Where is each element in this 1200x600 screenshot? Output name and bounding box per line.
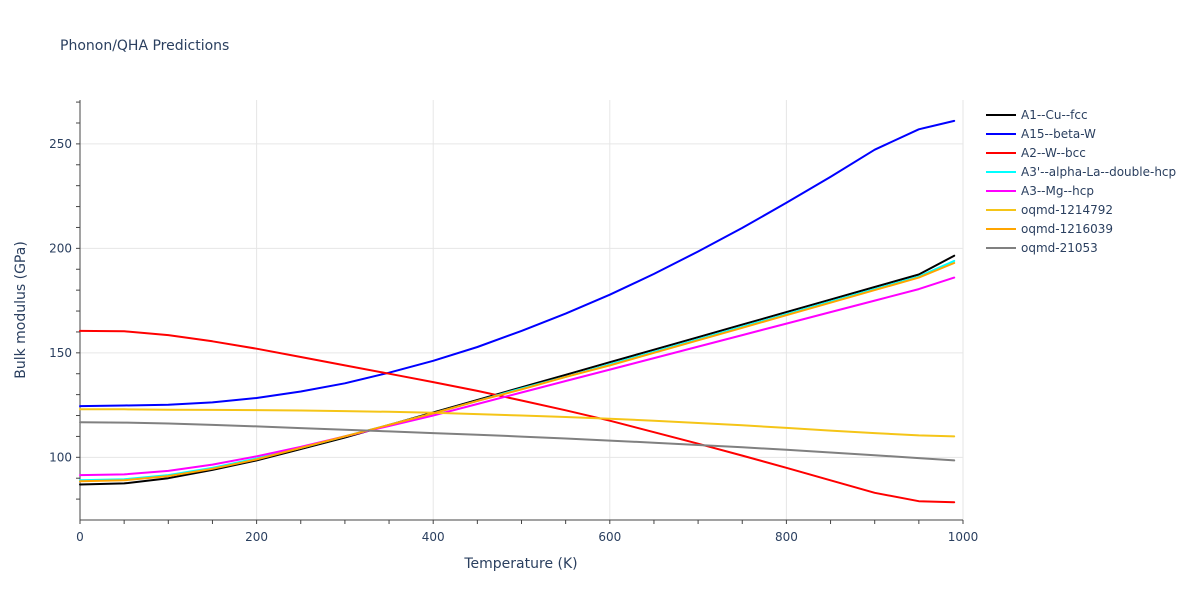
legend-label-1: A15--beta-W bbox=[1021, 127, 1096, 141]
y-tick-label: 100 bbox=[49, 450, 72, 464]
series-line-3 bbox=[79, 259, 956, 482]
series-line-7 bbox=[79, 421, 956, 462]
x-tick-label: 800 bbox=[775, 530, 798, 544]
series-line-1 bbox=[79, 119, 956, 408]
series-line-6 bbox=[79, 262, 956, 483]
series-line-2 bbox=[79, 329, 956, 504]
series-group bbox=[79, 119, 956, 504]
y-tick-label: 250 bbox=[49, 137, 72, 151]
legend-label-6: oqmd-1216039 bbox=[1021, 222, 1113, 236]
grid-lines bbox=[80, 100, 964, 520]
chart-title: Phonon/QHA Predictions bbox=[60, 38, 229, 54]
legend-label-5: oqmd-1214792 bbox=[1021, 203, 1113, 217]
x-tick-label: 600 bbox=[598, 530, 621, 544]
legend-label-7: oqmd-21053 bbox=[1021, 241, 1098, 255]
legend-label-4: A3--Mg--hcp bbox=[1021, 184, 1094, 198]
series-line-0 bbox=[79, 254, 956, 486]
y-axis-title: Bulk modulus (GPa) bbox=[13, 241, 29, 379]
x-axis-title: Temperature (K) bbox=[463, 556, 577, 572]
y-tick-label: 150 bbox=[49, 346, 72, 360]
series-line-5 bbox=[79, 408, 956, 438]
axes: 0 200 400 600 800 1000 100 150 200 250 bbox=[49, 100, 978, 544]
legend: A1--Cu--fcc A15--beta-W A2--W--bcc A3'--alp… bbox=[986, 108, 1176, 255]
series-line-4 bbox=[79, 276, 956, 477]
legend-label-0: A1--Cu--fcc bbox=[1021, 108, 1088, 122]
y-tick-label: 200 bbox=[49, 241, 72, 255]
x-tick-label: 1000 bbox=[948, 530, 979, 544]
legend-label-3: A3'--alpha-La--double-hcp bbox=[1021, 165, 1176, 179]
legend-label-2: A2--W--bcc bbox=[1021, 146, 1086, 160]
x-tick-label: 0 bbox=[76, 530, 84, 544]
x-tick-label: 400 bbox=[422, 530, 445, 544]
x-tick-label: 200 bbox=[245, 530, 268, 544]
